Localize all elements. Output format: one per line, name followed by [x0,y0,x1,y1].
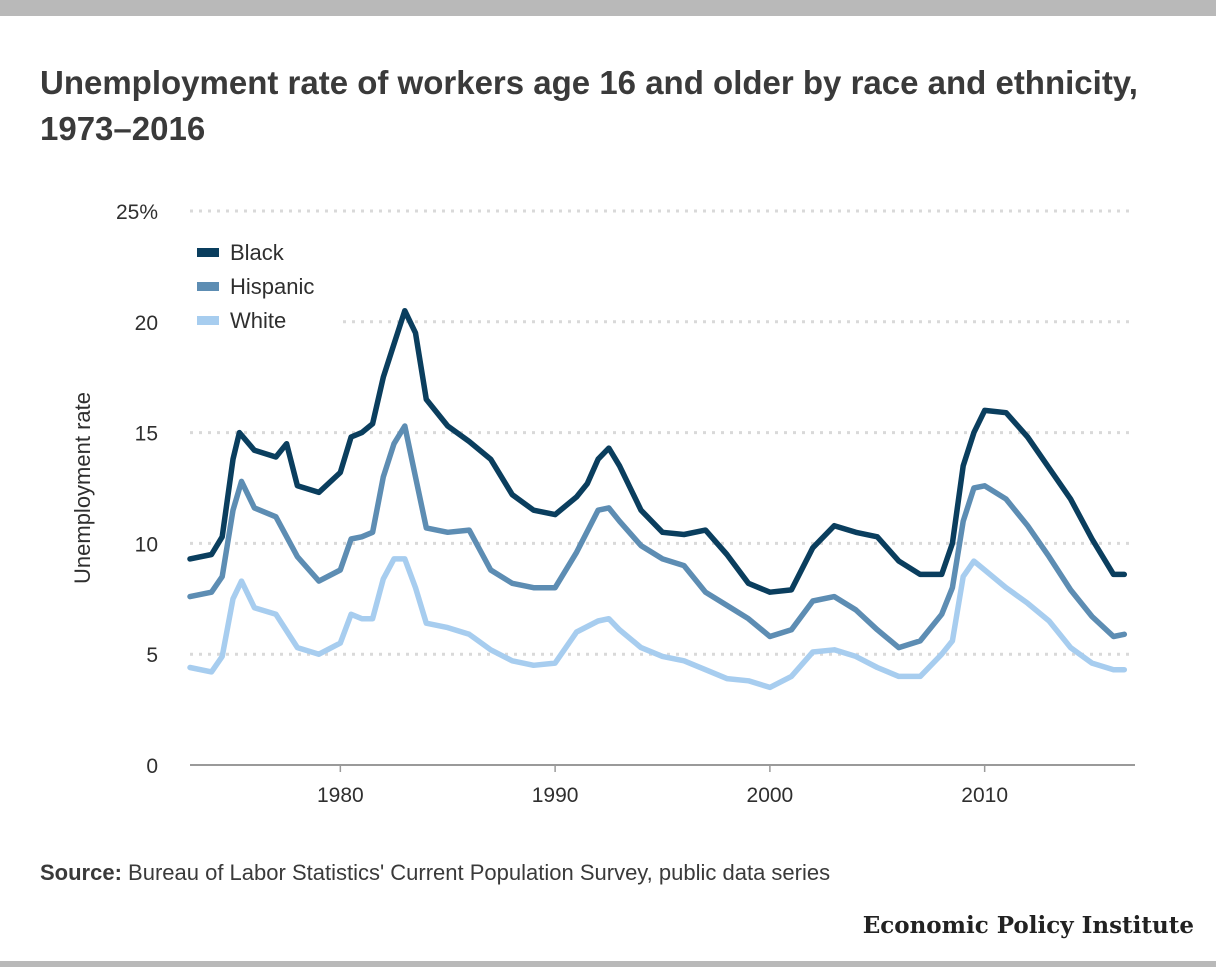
y-tick-label: 25% [116,201,158,224]
source-label: Source: [40,860,122,885]
legend-swatch-white [197,316,219,325]
chart-title: Unemployment rate of workers age 16 and … [40,64,1138,147]
y-tick-label: 15 [135,423,158,446]
brand-logo-text: Economic Policy Institute [862,912,1194,939]
x-tick-label: 1980 [317,784,364,807]
y-tick-label: 5 [146,644,158,667]
line-chart: 0 5 10 15 20 25% 1980 1990 2000 2010 Unemployment … [70,201,1135,807]
legend-swatch-black [197,248,219,257]
x-tick-label: 2010 [961,784,1008,807]
source-text: Bureau of Labor Statistics' Current Popu… [128,860,831,885]
legend-label-white: White [230,308,286,333]
series-line-hispanic [187,423,1128,651]
bottom-border-bar [0,961,1216,967]
y-tick-label: 20 [135,312,158,335]
series-line-black [187,307,1128,595]
y-axis-label: Unemployment rate [70,392,95,584]
source-note: Source: Bureau of Labor Statistics' Curr… [40,860,830,886]
legend-swatch-hispanic [197,282,219,291]
y-tick-label: 0 [146,755,158,778]
top-border-bar [0,0,1216,16]
x-tick-label: 2000 [747,784,794,807]
y-tick-label: 10 [135,533,158,556]
x-tick-label: 1990 [532,784,579,807]
legend-label-hispanic: Hispanic [230,274,314,299]
legend-label-black: Black [230,240,285,265]
series-line-white [187,556,1128,691]
